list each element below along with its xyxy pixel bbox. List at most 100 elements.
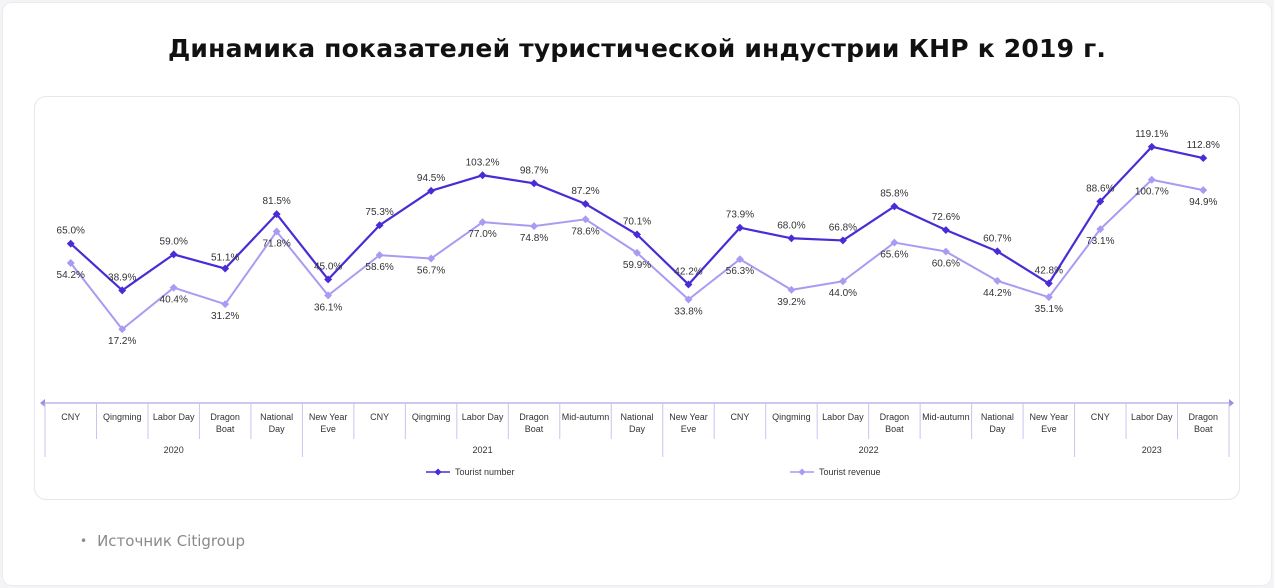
year-label: 2021	[473, 445, 493, 455]
data-label: 35.1%	[1035, 304, 1063, 315]
x-tick-label: Dragon	[210, 412, 240, 422]
data-label: 36.1%	[314, 302, 342, 313]
data-point	[66, 239, 75, 248]
x-tick-label: Dragon	[1188, 412, 1218, 422]
x-axis-arrow-left	[40, 399, 45, 407]
data-label: 31.2%	[211, 311, 239, 322]
data-label: 17.2%	[108, 336, 136, 347]
data-label: 40.4%	[160, 295, 188, 306]
x-tick-label: New Year	[1030, 412, 1069, 422]
x-tick-label: New Year	[669, 412, 708, 422]
data-label: 70.1%	[623, 217, 651, 228]
year-label: 2020	[164, 445, 184, 455]
data-label: 58.6%	[365, 262, 393, 273]
x-tick-label: Day	[989, 424, 1006, 434]
data-label: 59.9%	[623, 260, 651, 271]
data-label: 56.7%	[417, 266, 445, 277]
data-point	[221, 264, 230, 273]
year-label: 2023	[1142, 445, 1162, 455]
data-label: 59.0%	[160, 236, 188, 247]
x-tick-label: Boat	[525, 424, 544, 434]
data-label: 81.5%	[262, 196, 290, 207]
x-tick-label: CNY	[61, 412, 80, 422]
data-point	[993, 247, 1002, 256]
x-tick-label: Labor Day	[1131, 412, 1173, 422]
data-label: 65.6%	[880, 250, 908, 261]
data-point	[735, 255, 744, 264]
data-point	[375, 251, 384, 260]
data-point	[272, 227, 281, 236]
page-title: Динамика показателей туристической индус…	[167, 34, 1107, 63]
line-chart: CNY Qingming Labor Day Dragon Boat National Da…	[40, 129, 1234, 477]
data-point	[941, 226, 950, 235]
x-tick-label: Qingming	[412, 412, 451, 422]
x-axis-arrow-right	[1229, 399, 1234, 407]
data-point	[478, 171, 487, 180]
source-note: • Источник Citigroup	[80, 532, 245, 550]
data-point	[1199, 186, 1208, 195]
data-label: 51.1%	[211, 253, 239, 264]
data-point	[633, 230, 641, 239]
x-tick-label: Day	[629, 424, 646, 434]
x-tick-label: Dragon	[519, 412, 549, 422]
legend-label: Tourist number	[455, 467, 515, 477]
data-label: 98.7%	[520, 165, 548, 176]
x-tick-label: Boat	[1194, 424, 1213, 434]
x-tick-label: Eve	[1041, 424, 1057, 434]
data-point	[530, 179, 539, 188]
x-tick-label: National	[260, 412, 293, 422]
x-tick-label: Labor Day	[822, 412, 864, 422]
data-label: 103.2%	[466, 157, 500, 168]
legend-marker	[434, 468, 442, 476]
data-label: 42.8%	[1035, 265, 1063, 276]
data-point	[890, 238, 899, 247]
data-label: 74.8%	[520, 233, 548, 244]
x-tick-label: Eve	[320, 424, 336, 434]
data-point	[735, 223, 744, 232]
data-point	[941, 247, 950, 256]
data-label: 60.6%	[932, 259, 960, 270]
data-label: 77.0%	[468, 229, 496, 240]
chart-panel: CNY Qingming Labor Day Dragon Boat National Da…	[34, 96, 1240, 500]
data-label: 85.8%	[880, 188, 908, 199]
x-tick-label: National	[981, 412, 1014, 422]
data-point	[1199, 154, 1208, 163]
data-label: 38.9%	[108, 272, 136, 283]
x-tick-label: Mid-autumn	[562, 412, 610, 422]
data-label: 65.0%	[57, 226, 85, 237]
data-label: 60.7%	[983, 233, 1011, 244]
x-tick-label: Qingming	[103, 412, 142, 422]
data-label: 119.1%	[1135, 129, 1168, 140]
data-label: 75.3%	[365, 207, 393, 218]
data-label: 94.9%	[1189, 197, 1217, 208]
x-tick-label: New Year	[309, 412, 348, 422]
data-label: 87.2%	[571, 186, 599, 197]
x-tick-label: National	[620, 412, 653, 422]
bullet-icon: •	[80, 534, 88, 548]
data-label: 42.2%	[674, 266, 702, 277]
data-label: 39.2%	[777, 297, 805, 308]
data-point	[169, 283, 178, 292]
data-label: 73.1%	[1086, 236, 1114, 247]
data-point	[118, 325, 127, 334]
data-label: 100.7%	[1135, 187, 1169, 198]
x-tick-label: Boat	[885, 424, 904, 434]
data-label: 71.8%	[262, 238, 290, 249]
data-point	[993, 276, 1002, 285]
data-label: 45.0%	[314, 261, 342, 272]
source-text: Источник Citigroup	[97, 532, 245, 550]
data-point	[633, 248, 641, 257]
x-tick-label: Qingming	[772, 412, 811, 422]
data-label: 88.6%	[1086, 183, 1114, 194]
data-label: 33.8%	[674, 306, 702, 317]
x-tick-label: Labor Day	[153, 412, 195, 422]
x-tick-label: CNY	[370, 412, 389, 422]
data-point	[169, 250, 178, 259]
data-label: 72.6%	[932, 212, 960, 223]
data-label: 66.8%	[829, 222, 857, 233]
data-label: 44.2%	[983, 288, 1011, 299]
data-label: 94.5%	[417, 173, 445, 184]
data-label: 68.0%	[777, 220, 805, 231]
x-tick-label: Labor Day	[462, 412, 504, 422]
year-label: 2022	[859, 445, 879, 455]
